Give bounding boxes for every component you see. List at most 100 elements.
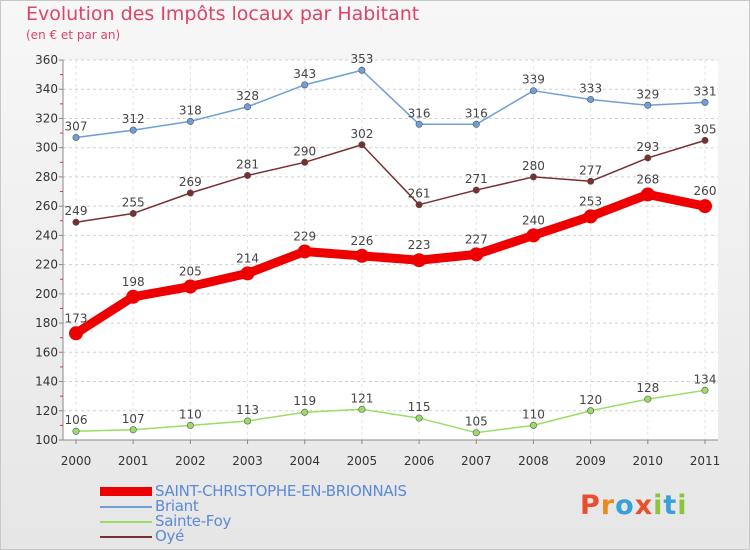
data-label: 198 xyxy=(122,275,145,289)
data-point xyxy=(526,228,541,243)
y-tick-label: 140 xyxy=(35,375,58,389)
series-line-oy- xyxy=(75,139,706,223)
y-tick-label: 200 xyxy=(35,287,58,301)
y-tick-label: 260 xyxy=(35,199,58,213)
data-point xyxy=(301,158,309,166)
legend-swatch xyxy=(100,535,152,538)
series-line-sainte-foy xyxy=(75,389,706,434)
data-label: 249 xyxy=(65,204,88,218)
data-label: 260 xyxy=(694,184,717,198)
x-tick-label: 2005 xyxy=(347,454,378,468)
data-point xyxy=(240,266,255,281)
data-point xyxy=(701,136,709,144)
y-tick-label: 280 xyxy=(35,170,58,184)
data-label: 271 xyxy=(465,172,488,186)
data-label: 107 xyxy=(122,412,145,426)
data-point xyxy=(644,101,652,109)
data-label: 214 xyxy=(236,251,259,265)
data-point xyxy=(472,429,480,437)
data-point xyxy=(358,405,366,413)
data-point xyxy=(583,209,598,224)
data-point xyxy=(587,95,595,103)
data-point xyxy=(640,187,655,202)
data-label: 119 xyxy=(293,394,316,408)
data-label: 339 xyxy=(522,73,545,87)
data-point xyxy=(701,98,709,106)
data-label: 226 xyxy=(350,234,373,248)
data-label: 290 xyxy=(293,144,316,158)
data-label: 120 xyxy=(579,393,602,407)
data-label: 305 xyxy=(694,122,717,136)
data-point xyxy=(72,427,80,435)
data-label: 261 xyxy=(408,187,431,201)
x-tick-label: 2008 xyxy=(518,454,549,468)
data-point xyxy=(472,120,480,128)
data-point xyxy=(469,247,484,262)
x-tick-label: 2006 xyxy=(404,454,435,468)
data-point xyxy=(529,421,537,429)
y-tick-label: 220 xyxy=(35,258,58,272)
data-label: 223 xyxy=(408,238,431,252)
data-label: 128 xyxy=(636,381,659,395)
data-point xyxy=(415,120,423,128)
y-tick-label: 360 xyxy=(35,53,58,67)
series-line-briant xyxy=(75,69,706,139)
x-tick-label: 2001 xyxy=(118,454,149,468)
data-label: 105 xyxy=(465,415,488,429)
data-point xyxy=(297,244,312,259)
data-point xyxy=(129,126,137,134)
y-tick-label: 340 xyxy=(35,82,58,96)
data-point xyxy=(129,209,137,217)
data-point xyxy=(698,199,712,214)
data-label: 121 xyxy=(350,391,373,405)
data-label: 110 xyxy=(179,407,202,421)
data-point xyxy=(358,66,366,74)
x-tick-label: 2004 xyxy=(289,454,320,468)
data-label: 316 xyxy=(465,106,488,120)
data-label: 343 xyxy=(293,67,316,81)
data-label: 353 xyxy=(350,52,373,66)
data-label: 312 xyxy=(122,112,145,126)
data-label: 280 xyxy=(522,159,545,173)
data-label: 255 xyxy=(122,195,145,209)
data-label: 110 xyxy=(522,407,545,421)
data-label: 115 xyxy=(408,400,431,414)
data-point xyxy=(354,248,369,263)
data-label: 318 xyxy=(179,103,202,117)
chart-title: Evolution des Impôts locaux par Habitant xyxy=(26,3,420,25)
data-label: 253 xyxy=(579,194,602,208)
legend-swatch xyxy=(100,520,152,523)
y-tick-label: 100 xyxy=(35,433,58,447)
data-label: 277 xyxy=(579,163,602,177)
data-point xyxy=(301,81,309,89)
y-tick-label: 240 xyxy=(35,228,58,242)
data-point xyxy=(644,154,652,162)
data-point xyxy=(415,201,423,209)
data-point xyxy=(301,408,309,416)
data-label: 113 xyxy=(236,403,259,417)
data-point xyxy=(72,218,80,226)
data-point xyxy=(529,173,537,181)
plot-area xyxy=(63,60,718,440)
data-point xyxy=(126,289,141,304)
proxiti-logo: Proxiti xyxy=(580,490,688,521)
legend-item: Oyé xyxy=(100,529,407,544)
data-point xyxy=(186,189,194,197)
data-label: 205 xyxy=(179,265,202,279)
data-label: 106 xyxy=(65,413,88,427)
data-point xyxy=(244,417,252,425)
data-label: 229 xyxy=(293,229,316,243)
chart-subtitle: (en € et par an) xyxy=(26,28,121,42)
legend-swatch xyxy=(100,487,152,496)
data-label: 240 xyxy=(522,213,545,227)
data-label: 173 xyxy=(65,311,88,325)
legend-item: Sainte-Foy xyxy=(100,514,407,529)
legend-swatch xyxy=(100,505,152,508)
data-point xyxy=(587,177,595,185)
x-tick-label: 2003 xyxy=(232,454,263,468)
data-point xyxy=(183,279,198,294)
data-point xyxy=(529,87,537,95)
data-point xyxy=(358,141,366,149)
y-tick-label: 160 xyxy=(35,345,58,359)
